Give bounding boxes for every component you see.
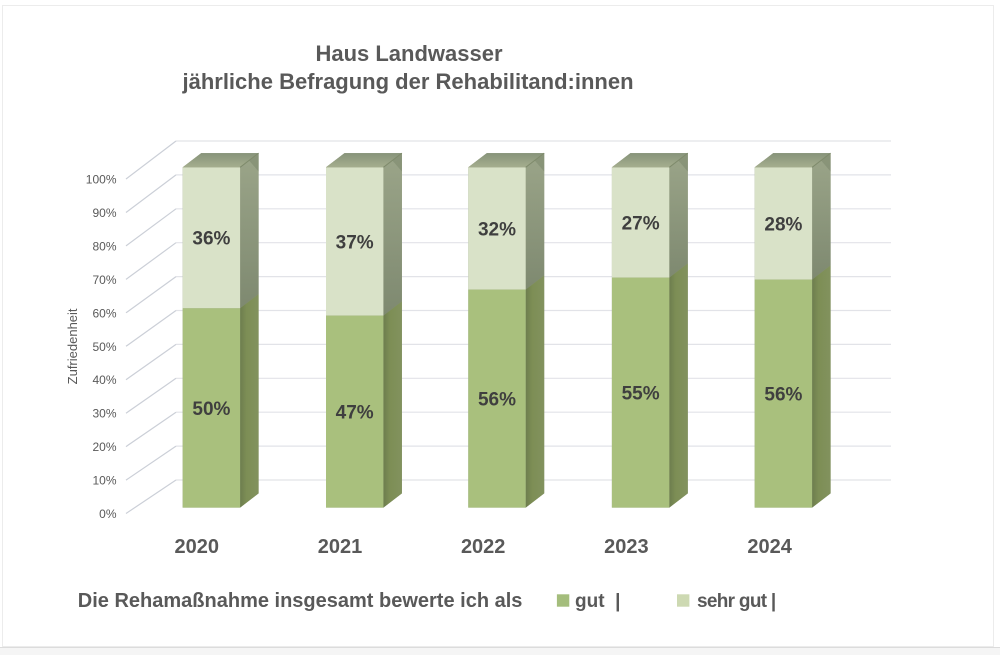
- svg-text:100%: 100%: [86, 173, 117, 187]
- svg-text:sehr gut |: sehr gut |: [697, 591, 776, 612]
- svg-text:Zufriedenheit: Zufriedenheit: [65, 308, 80, 384]
- svg-text:80%: 80%: [92, 239, 116, 253]
- svg-text:90%: 90%: [92, 206, 116, 220]
- svg-text:28%: 28%: [764, 214, 802, 235]
- svg-text:36%: 36%: [192, 229, 230, 250]
- svg-text:60%: 60%: [92, 306, 116, 320]
- svg-text:56%: 56%: [764, 384, 802, 405]
- svg-text:Die Rehamaßnahme insgesamt be: Die Rehamaßnahme insgesamt bewerte ich a…: [78, 590, 523, 612]
- svg-text:2021: 2021: [318, 536, 363, 558]
- svg-text:50%: 50%: [92, 340, 116, 354]
- svg-text:20%: 20%: [92, 440, 116, 454]
- svg-text:0%: 0%: [99, 507, 117, 521]
- svg-text:37%: 37%: [336, 232, 374, 253]
- svg-text:70%: 70%: [92, 273, 116, 287]
- svg-text:56%: 56%: [478, 389, 516, 410]
- svg-text:10%: 10%: [92, 474, 116, 488]
- svg-text:2022: 2022: [461, 536, 506, 558]
- svg-text:47%: 47%: [336, 402, 374, 423]
- svg-text:30%: 30%: [92, 407, 116, 421]
- svg-text:jährliche Befragung der Rehabi: jährliche Befragung der Rehabilitand:inn…: [181, 69, 633, 94]
- svg-text:gut |: gut |: [575, 591, 620, 612]
- svg-text:40%: 40%: [92, 373, 116, 387]
- svg-text:32%: 32%: [478, 219, 516, 240]
- svg-text:2024: 2024: [747, 536, 792, 558]
- svg-text:Haus Landwasser: Haus Landwasser: [315, 41, 503, 66]
- svg-text:2020: 2020: [175, 536, 220, 558]
- svg-text:2023: 2023: [604, 536, 649, 558]
- svg-text:27%: 27%: [622, 213, 660, 234]
- svg-text:55%: 55%: [622, 383, 660, 404]
- svg-text:50%: 50%: [192, 399, 230, 420]
